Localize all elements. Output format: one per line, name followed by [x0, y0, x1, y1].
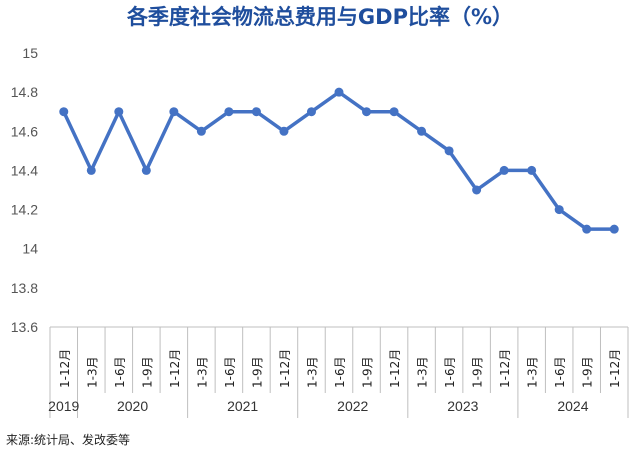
data-point [59, 107, 69, 117]
x-tick-label: 1-6月 [553, 356, 567, 388]
y-tick-labels: 15 14.8 14.6 14.4 14.2 14 13.8 13.6 [11, 45, 38, 335]
data-point [141, 165, 151, 175]
data-point [609, 224, 619, 234]
data-point [114, 107, 124, 117]
data-point [417, 126, 427, 136]
x-tick-label: 1-12月 [58, 349, 72, 388]
x-tick-label: 1-9月 [250, 356, 264, 388]
x-tick-labels: 1-12月 1-3月 1-6月 1-9月 1-12月 1-3月 1-6月 1-9月 1-12月 1… [58, 349, 622, 388]
data-point [554, 205, 564, 215]
year-label: 2022 [337, 398, 368, 414]
x-tick-label: 1-3月 [195, 356, 209, 388]
data-point [444, 146, 454, 156]
axes [49, 326, 629, 418]
y-tick-label: 14 [22, 241, 38, 257]
x-tick-label: 1-3月 [305, 356, 319, 388]
x-tick-label: 1-12月 [608, 349, 622, 388]
chart-title: 各季度社会物流总费用与GDP比率（%） [126, 5, 513, 29]
data-point [279, 126, 289, 136]
data-point [499, 165, 509, 175]
data-point [472, 185, 482, 195]
series [59, 87, 619, 234]
year-labels: 2019 2020 2021 2022 2023 2024 [48, 398, 589, 414]
x-tick-label: 1-12月 [498, 349, 512, 388]
data-point [582, 224, 592, 234]
y-tick-label: 14.2 [11, 202, 38, 218]
y-tick-label: 13.8 [11, 280, 38, 296]
data-point [196, 126, 206, 136]
x-tick-label: 1-3月 [416, 356, 430, 388]
year-label: 2019 [48, 398, 79, 414]
source-note: 来源:统计局、发改委等 [6, 433, 131, 447]
year-label: 2024 [557, 398, 588, 414]
x-tick-label: 1-3月 [85, 356, 99, 388]
data-point [334, 87, 344, 97]
x-tick-label: 1-3月 [526, 356, 540, 388]
y-tick-label: 14.4 [11, 162, 38, 178]
data-point [251, 107, 261, 117]
x-tick-label: 1-6月 [113, 356, 127, 388]
data-point [527, 165, 537, 175]
year-label: 2020 [117, 398, 148, 414]
data-point [86, 165, 96, 175]
data-point [224, 107, 234, 117]
x-tick-label: 1-6月 [443, 356, 457, 388]
year-label: 2023 [447, 398, 478, 414]
data-point [306, 107, 316, 117]
x-tick-label: 1-9月 [581, 356, 595, 388]
y-tick-label: 15 [22, 45, 38, 61]
x-tick-label: 1-9月 [361, 356, 375, 388]
y-tick-label: 14.8 [11, 84, 38, 100]
x-tick-label: 1-6月 [333, 356, 347, 388]
series-line [62, 90, 615, 231]
x-tick-label: 1-9月 [471, 356, 485, 388]
x-tick-label: 1-12月 [278, 349, 292, 388]
data-point [389, 107, 399, 117]
year-label: 2021 [227, 398, 258, 414]
y-tick-label: 14.6 [11, 123, 38, 139]
x-tick-label: 1-9月 [140, 356, 154, 388]
data-point [169, 107, 179, 117]
x-tick-label: 1-6月 [223, 356, 237, 388]
x-tick-label: 1-12月 [168, 349, 182, 388]
data-point [362, 107, 372, 117]
y-tick-label: 13.6 [11, 319, 38, 335]
x-tick-label: 1-12月 [388, 349, 402, 388]
